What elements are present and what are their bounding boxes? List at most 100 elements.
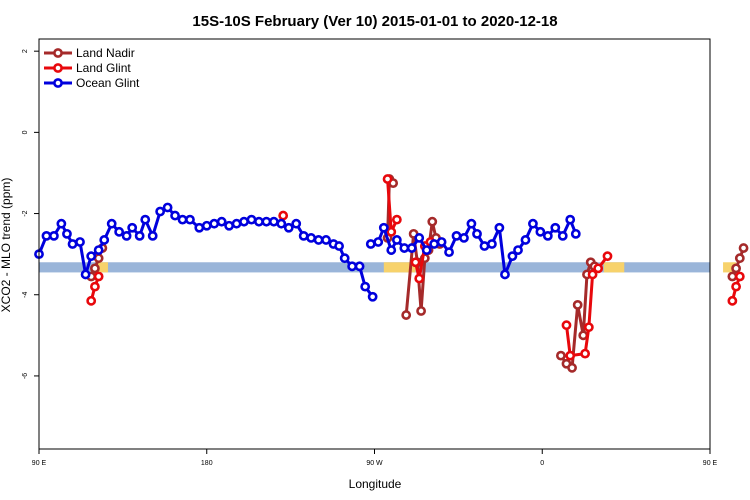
- data-point-ocean-glint: [406, 243, 417, 253]
- data-point-land-nadir: [567, 362, 577, 373]
- data-point-ocean-glint: [56, 218, 67, 229]
- ocean-band: [39, 262, 710, 273]
- data-point-ocean-glint: [291, 218, 302, 229]
- land-band: [96, 262, 108, 273]
- data-point-ocean-glint: [334, 241, 344, 251]
- land-band: [383, 262, 416, 273]
- data-point-ocean-glint: [170, 210, 180, 221]
- data-point-ocean-glint: [268, 216, 279, 227]
- legend-label-land-nadir: Land Nadir: [76, 46, 135, 60]
- data-point-land-glint: [561, 320, 572, 331]
- data-point-ocean-glint: [177, 214, 188, 225]
- data-point-land-glint: [86, 295, 97, 306]
- data-point-land-nadir: [90, 263, 100, 274]
- data-point-ocean-glint: [436, 237, 447, 247]
- data-point-land-glint: [386, 226, 397, 237]
- data-point-ocean-glint: [239, 216, 249, 227]
- data-point-ocean-glint: [360, 281, 371, 292]
- data-point-land-nadir: [731, 263, 741, 274]
- data-point-ocean-glint: [86, 251, 97, 262]
- data-point-ocean-glint: [429, 239, 440, 249]
- y-tick-label: -6: [22, 373, 29, 379]
- y-tick-label: 0: [22, 130, 29, 134]
- data-point-ocean-glint: [565, 214, 576, 225]
- legend-label-land-glint: Land Glint: [76, 61, 131, 75]
- data-point-ocean-glint: [421, 245, 432, 255]
- legend-swatch-point-land-nadir: [53, 48, 63, 58]
- data-point-ocean-glint: [378, 222, 389, 233]
- data-point-land-glint: [565, 350, 576, 361]
- series-layer: [34, 174, 749, 373]
- data-point-ocean-glint: [99, 235, 110, 245]
- data-point-ocean-glint: [62, 228, 72, 239]
- data-point-ocean-glint: [472, 228, 482, 239]
- data-point-ocean-glint: [367, 291, 378, 302]
- data-point-ocean-glint: [276, 218, 287, 229]
- data-point-ocean-glint: [507, 251, 518, 262]
- chart-title: 15S-10S February (Ver 10) 2015-01-01 to …: [192, 13, 557, 30]
- plot-frame: [38, 38, 711, 450]
- data-point-land-nadir: [727, 271, 738, 282]
- data-point-land-glint: [583, 322, 594, 333]
- data-point-ocean-glint: [500, 269, 510, 280]
- data-point-ocean-glint: [106, 218, 117, 229]
- data-point-ocean-glint: [535, 226, 546, 237]
- data-point-ocean-glint: [194, 222, 205, 233]
- data-point-ocean-glint: [520, 235, 531, 245]
- data-point-land-glint: [593, 263, 604, 274]
- data-point-land-glint: [580, 348, 591, 359]
- series-land-glint: [86, 174, 745, 361]
- data-point-ocean-glint: [550, 222, 561, 233]
- data-point-ocean-glint: [127, 222, 138, 233]
- data-point-ocean-glint: [321, 235, 331, 245]
- data-point-ocean-glint: [444, 247, 454, 258]
- data-point-ocean-glint: [399, 243, 410, 253]
- land-band: [723, 262, 737, 273]
- data-point-ocean-glint: [216, 216, 227, 227]
- data-point-ocean-glint: [224, 220, 235, 231]
- data-point-ocean-glint: [80, 269, 91, 280]
- data-point-ocean-glint: [557, 230, 568, 241]
- data-point-land-glint: [727, 295, 738, 306]
- legend-label-ocean-glint: Ocean Glint: [76, 76, 140, 90]
- data-point-land-glint: [93, 271, 104, 282]
- data-point-land-glint: [391, 214, 402, 225]
- data-point-ocean-glint: [414, 233, 425, 243]
- data-point-ocean-glint: [570, 228, 581, 239]
- data-point-ocean-glint: [459, 233, 469, 243]
- data-point-ocean-glint: [140, 214, 151, 225]
- data-point-ocean-glint: [391, 235, 402, 245]
- data-point-ocean-glint: [283, 222, 294, 233]
- data-point-ocean-glint: [513, 245, 523, 255]
- data-point-ocean-glint: [354, 261, 365, 272]
- data-point-ocean-glint: [386, 245, 397, 255]
- x-tick-label: 90 E: [703, 460, 718, 467]
- data-point-ocean-glint: [209, 218, 220, 229]
- data-point-ocean-glint: [347, 261, 358, 272]
- data-point-ocean-glint: [313, 235, 324, 245]
- x-tick-label: 180: [201, 460, 213, 467]
- data-point-land-glint: [382, 174, 393, 184]
- legend-swatch-point-ocean-glint: [53, 78, 63, 88]
- data-point-ocean-glint: [134, 230, 145, 241]
- x-axis-label: Longitude: [349, 477, 402, 491]
- data-point-ocean-glint: [528, 218, 538, 229]
- x-tick-label: 0: [540, 460, 544, 467]
- data-point-ocean-glint: [147, 230, 158, 241]
- data-point-land-glint: [587, 269, 598, 280]
- data-point-ocean-glint: [185, 214, 195, 225]
- y-tick-label: 2: [22, 49, 29, 53]
- data-point-land-nadir: [93, 253, 104, 264]
- data-point-ocean-glint: [542, 230, 553, 241]
- data-point-ocean-glint: [254, 216, 264, 227]
- data-point-ocean-glint: [339, 253, 350, 264]
- data-point-ocean-glint: [67, 239, 78, 249]
- y-tick-label: -4: [22, 292, 29, 298]
- data-point-ocean-glint: [41, 230, 52, 241]
- background-bands: [39, 262, 737, 273]
- data-point-land-glint: [410, 257, 421, 268]
- data-point-ocean-glint: [246, 214, 257, 225]
- data-point-ocean-glint: [487, 239, 497, 249]
